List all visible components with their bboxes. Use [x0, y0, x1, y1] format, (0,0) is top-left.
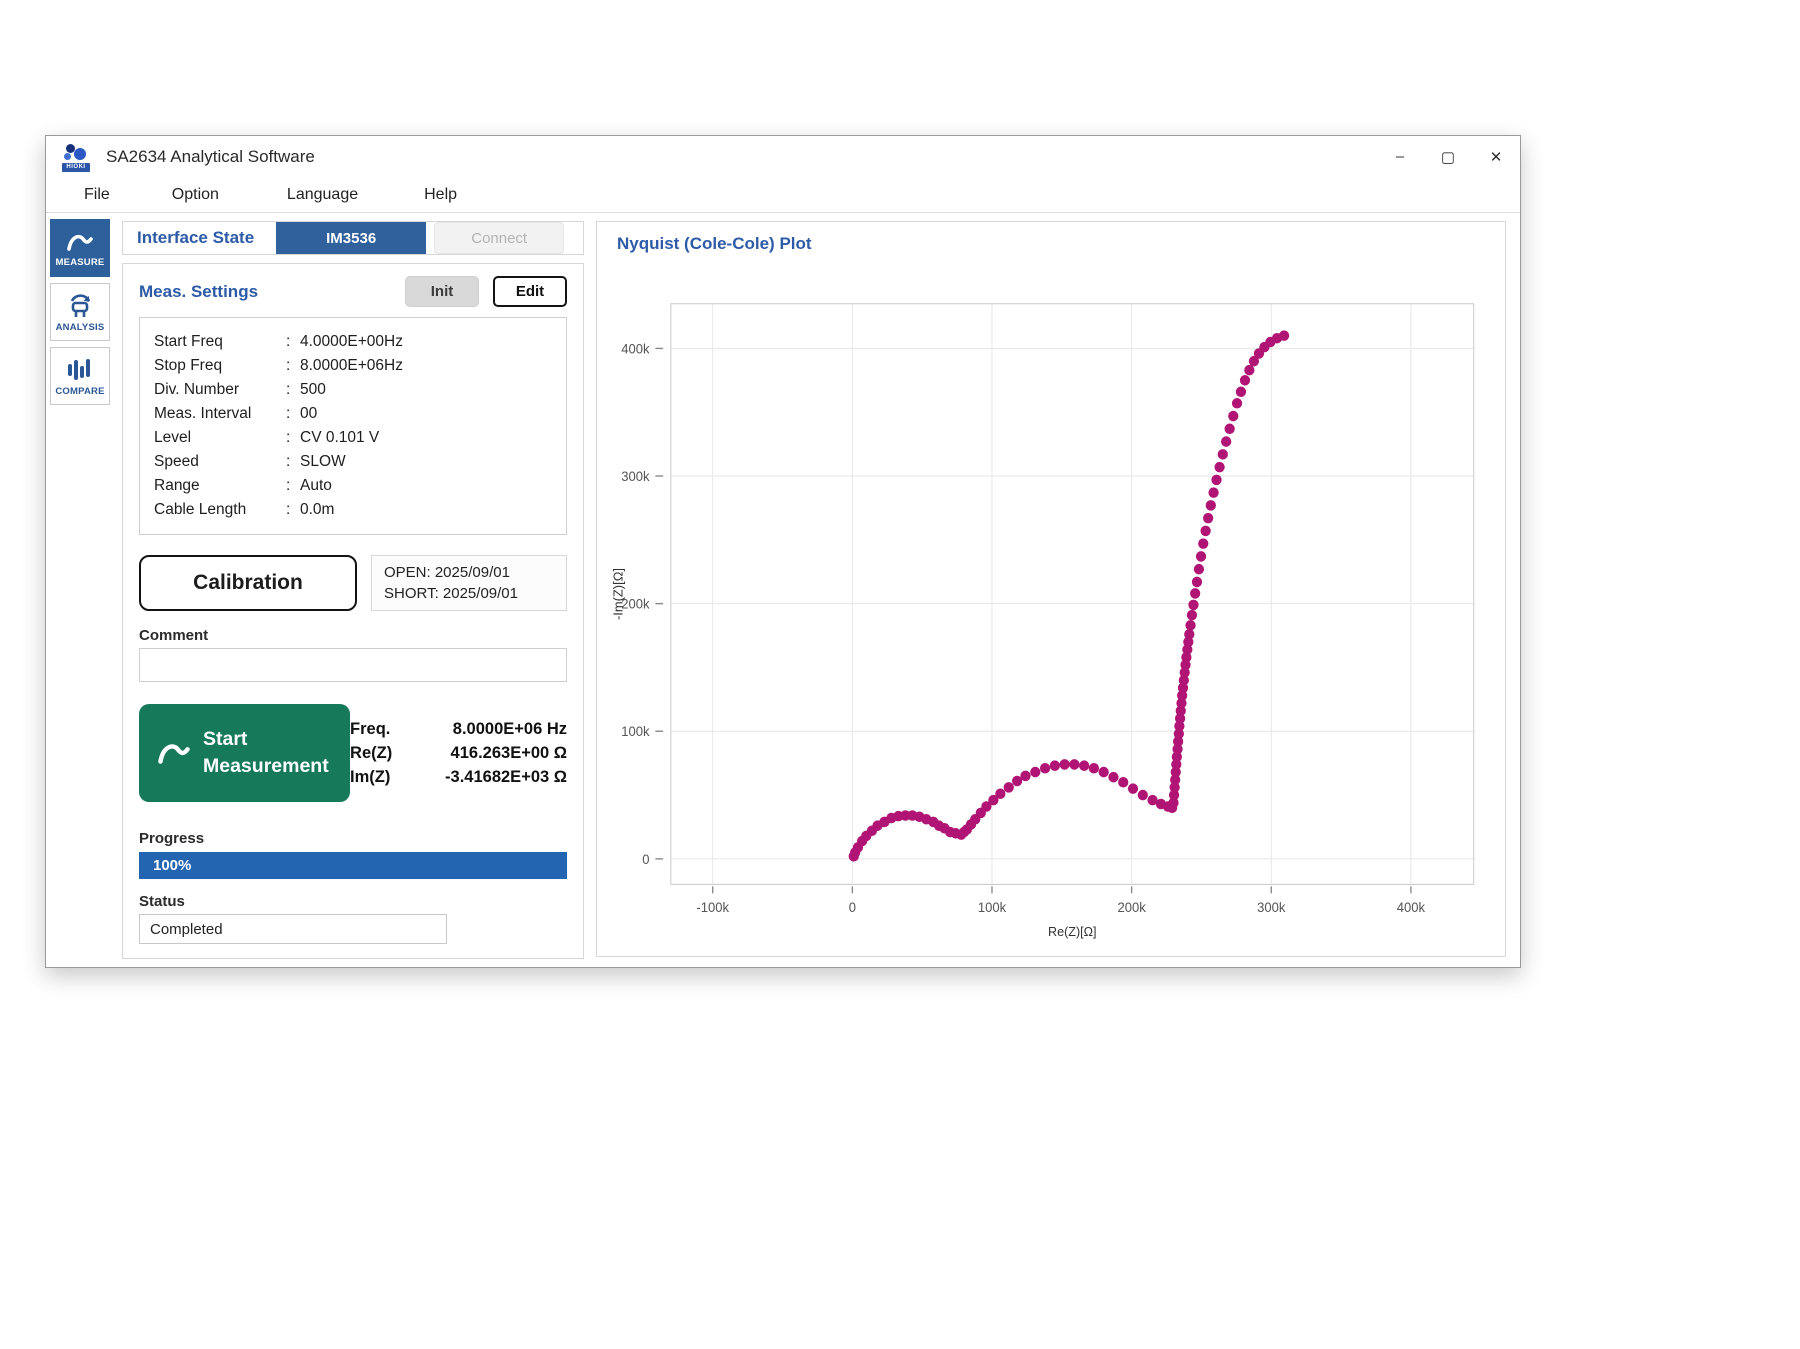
window-title: SA2634 Analytical Software	[106, 146, 315, 166]
sidebar-item-compare[interactable]: COMPARE	[50, 347, 110, 405]
svg-text:400k: 400k	[1397, 900, 1426, 915]
comment-input[interactable]	[139, 648, 567, 682]
plot-title: Nyquist (Cole-Cole) Plot	[617, 234, 812, 253]
setting-level: Level: CV 0.101 V	[154, 429, 380, 446]
start-measurement-button[interactable]: Start Measurement	[139, 704, 351, 802]
svg-text:-100k: -100k	[696, 900, 729, 915]
svg-text:400k: 400k	[621, 341, 650, 356]
reading-freq: Freq. 8.0000E+06 Hz	[350, 719, 567, 738]
init-button[interactable]: Init	[405, 276, 479, 307]
calibration-open-date: OPEN: 2025/09/01	[384, 564, 510, 581]
progress-value: 100%	[153, 857, 192, 874]
svg-text:100k: 100k	[978, 900, 1007, 915]
calibration-button[interactable]: Calibration	[139, 555, 357, 611]
calibration-dates: OPEN: 2025/09/01 SHORT: 2025/09/01	[371, 555, 567, 611]
nyquist-panel: Nyquist (Cole-Cole) Plot -100k 0 100k 200k 3…	[596, 221, 1506, 957]
menu-option[interactable]: Option	[171, 185, 219, 203]
edit-button[interactable]: Edit	[493, 276, 567, 307]
progress-bar: 100%	[139, 852, 567, 879]
setting-speed: Speed: SLOW	[154, 453, 346, 470]
svg-text:-Im(Z)[Ω]: -Im(Z)[Ω]	[611, 568, 626, 620]
compare-icon	[68, 358, 90, 380]
svg-text:300k: 300k	[621, 469, 650, 484]
connect-button[interactable]: Connect	[434, 222, 565, 254]
setting-start-freq: Start Freq:4.0000E+00Hz	[154, 333, 403, 350]
reading-rez: Re(Z) 416.263E+00 Ω	[350, 743, 567, 762]
status-value: Completed	[139, 914, 447, 944]
live-readings: Freq. 8.0000E+06 Hz Re(Z) 416.263E+00 Ω Im…	[350, 720, 567, 787]
sidebar-item-measure[interactable]: MEASURE	[50, 219, 110, 277]
measure-icon	[67, 234, 93, 251]
close-icon[interactable]: ✕	[1489, 148, 1503, 166]
device-im3536-button[interactable]: IM3536	[276, 222, 427, 254]
setting-stop-freq: Stop Freq:8.0000E+06Hz	[154, 357, 403, 374]
meas-settings-title: Meas. Settings	[139, 281, 259, 301]
comment-label: Comment	[139, 627, 209, 644]
reading-imz: Im(Z) -3.41682E+03 Ω	[350, 767, 567, 786]
hioki-logo-icon: HIOKI	[62, 142, 92, 172]
analysis-icon	[70, 293, 91, 317]
measure-panel: Meas. Settings Init Edit Start Freq:4.00…	[122, 263, 584, 959]
setting-div-number: Div. Number:500	[154, 381, 326, 398]
setting-meas-interval: Meas. Interval:00	[154, 405, 318, 422]
progress-label: Progress	[139, 830, 205, 847]
interface-state-label: Interface State	[137, 228, 255, 247]
menu-language[interactable]: Language	[286, 185, 359, 203]
sidebar-item-analysis[interactable]: ANALYSIS	[50, 283, 110, 341]
svg-text:0: 0	[642, 852, 649, 867]
svg-text:Re(Z)[Ω]: Re(Z)[Ω]	[1048, 924, 1097, 939]
setting-range: Range: Auto	[154, 477, 332, 494]
calibration-short-date: SHORT: 2025/09/01	[384, 585, 518, 602]
svg-text:200k: 200k	[1117, 900, 1146, 915]
nav-rail: MEASURE ANALYSIS COMP	[46, 213, 114, 967]
app-window: HIOKI SA2634 Analytical Software – ▢ ✕ F…	[45, 135, 1521, 968]
menu-file[interactable]: File	[84, 185, 110, 203]
interface-state-panel: Interface State IM3536 Connect	[122, 221, 584, 255]
setting-cable-length: Cable Length:0.0m	[154, 501, 335, 518]
nyquist-chart: -100k 0 100k 200k 300k 400k 0 100k 200k 300k 400k R…	[597, 258, 1505, 956]
start-measurement-icon	[158, 744, 190, 764]
meas-settings-list: Start Freq:4.0000E+00Hz Stop Freq:8.0000…	[139, 317, 567, 535]
minimize-icon[interactable]: –	[1395, 148, 1405, 165]
svg-text:300k: 300k	[1257, 900, 1286, 915]
menu-bar: File Option Language Help	[46, 177, 1520, 213]
menu-help[interactable]: Help	[424, 185, 458, 203]
svg-text:200k: 200k	[621, 596, 650, 611]
status-label: Status	[139, 893, 185, 910]
title-bar: HIOKI SA2634 Analytical Software – ▢ ✕	[46, 136, 1520, 177]
svg-text:0: 0	[849, 900, 856, 915]
maximize-icon[interactable]: ▢	[1440, 148, 1456, 166]
svg-text:100k: 100k	[621, 724, 650, 739]
